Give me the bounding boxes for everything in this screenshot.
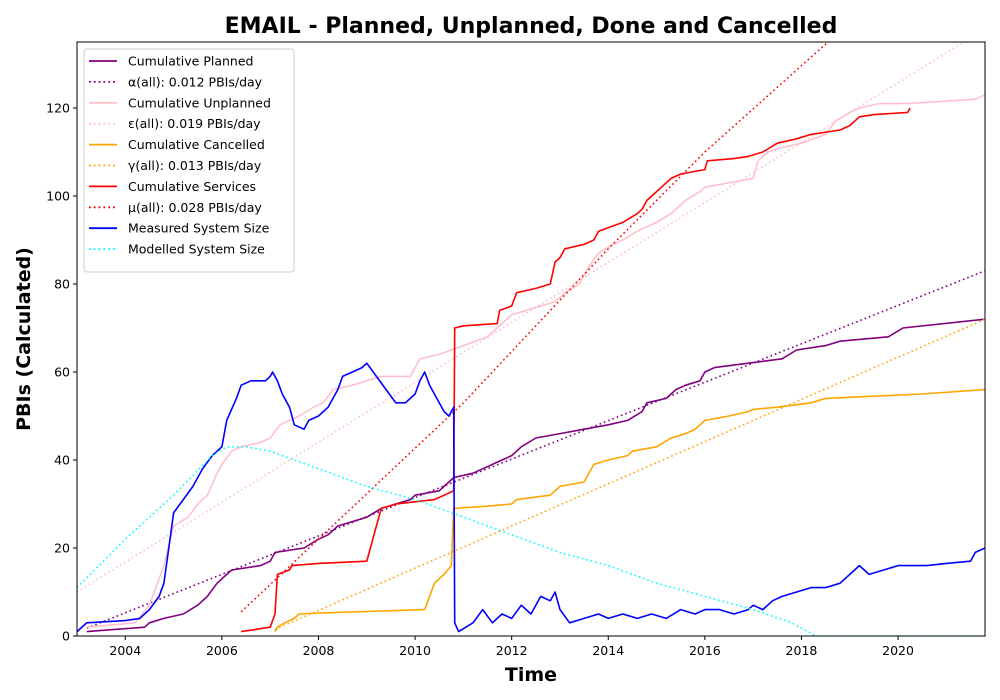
- x-tick-label: 2014: [592, 643, 624, 658]
- x-axis: 2004 2006 2008 2010 2012 2014 2016 2018 2020: [109, 636, 914, 658]
- series-line-all-0-012-pbis-day: [86, 270, 985, 629]
- legend: Cumulative Planned α(all): 0.012 PBIs/day…: [83, 48, 295, 273]
- legend-label-measured-system-size: Measured System Size: [128, 221, 270, 236]
- x-tick-label: 2008: [303, 643, 335, 658]
- plot-area: [77, 42, 985, 636]
- series-line-modelled-system-size: [77, 445, 985, 636]
- legend-box: [83, 48, 295, 273]
- legend-label-cumulative-cancelled: Cumulative Cancelled: [128, 137, 265, 152]
- legend-label-all-0-028-pbis-day: μ(all): 0.028 PBIs/day: [128, 200, 262, 215]
- chart-title: EMAIL - Planned, Unplanned, Done and Can…: [225, 14, 838, 39]
- y-tick-label: 100: [46, 189, 70, 204]
- series-line-cumulative-services: [241, 107, 911, 633]
- x-tick-label: 2012: [496, 643, 528, 658]
- legend-label-all-0-019-pbis-day: ε(all): 0.019 PBIs/day: [128, 116, 261, 131]
- x-tick-label: 2006: [206, 643, 238, 658]
- x-tick-label: 2020: [882, 643, 914, 658]
- legend-label-cumulative-unplanned: Cumulative Unplanned: [128, 95, 271, 110]
- series-line-all-0-013-pbis-day: [274, 318, 985, 631]
- series-line-all-0-028-pbis-day: [240, 42, 829, 613]
- y-axis: 0 20 40 60 80 100 120: [46, 101, 77, 644]
- legend-label-all-0-012-pbis-day: α(all): 0.012 PBIs/day: [128, 74, 263, 89]
- x-axis-label: Time: [505, 664, 557, 686]
- plot-frame: [76, 41, 986, 637]
- legend-label-cumulative-planned: Cumulative Planned: [128, 54, 253, 69]
- series-line-measured-system-size: [77, 362, 985, 633]
- legend-label-all-0-013-pbis-day: γ(all): 0.013 PBIs/day: [128, 158, 262, 173]
- legend-label-modelled-system-size: Modelled System Size: [128, 242, 265, 257]
- x-tick-label: 2016: [689, 643, 721, 658]
- y-tick-label: 60: [54, 365, 70, 380]
- x-tick-label: 2010: [399, 643, 431, 658]
- y-tick-label: 80: [54, 277, 70, 292]
- series-line-cumulative-unplanned: [86, 94, 985, 628]
- x-tick-label: 2004: [109, 643, 141, 658]
- y-tick-label: 40: [54, 453, 70, 468]
- y-tick-label: 120: [46, 101, 70, 116]
- y-axis-label: PBIs (Calculated): [13, 247, 35, 431]
- legend-label-cumulative-services: Cumulative Services: [128, 179, 256, 194]
- y-tick-label: 20: [54, 541, 70, 556]
- y-tick-label: 0: [62, 629, 70, 644]
- series-line-all-0-019-pbis-day: [77, 42, 966, 593]
- x-tick-label: 2018: [786, 643, 818, 658]
- series-line-cumulative-cancelled: [274, 388, 985, 632]
